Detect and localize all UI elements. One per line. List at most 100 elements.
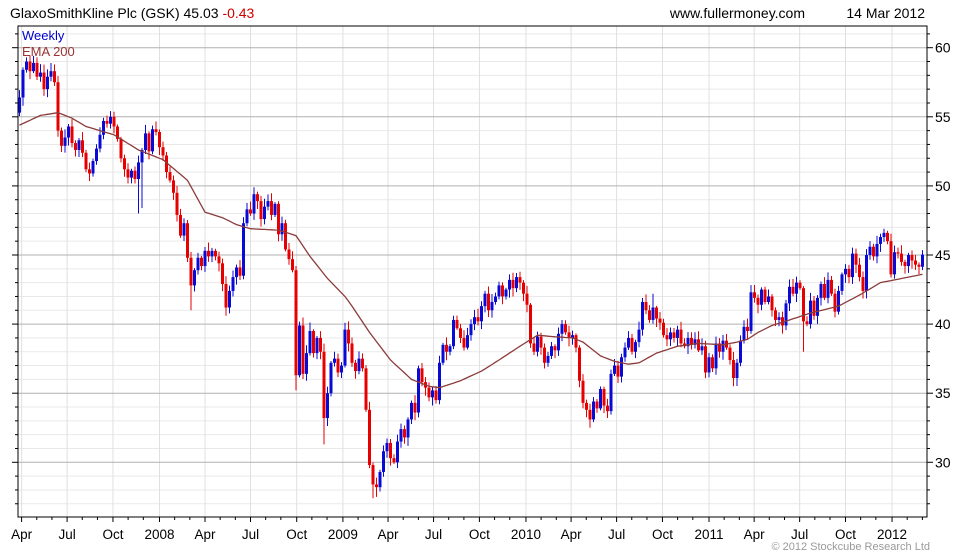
candle-body: [287, 249, 291, 260]
candle-body: [329, 362, 333, 394]
candle-body: [739, 340, 742, 363]
candle-body: [823, 284, 826, 298]
candle-body: [35, 62, 39, 77]
candle-body: [70, 126, 74, 144]
candle-body: [270, 201, 273, 215]
candle-body: [595, 401, 599, 409]
candle-body: [490, 301, 494, 311]
candle-body: [875, 243, 879, 257]
candle-body: [151, 129, 154, 152]
candle-body: [242, 223, 245, 276]
candle-body: [606, 405, 609, 412]
candle-body: [452, 319, 455, 347]
candle-body: [599, 389, 602, 409]
candle-body: [690, 337, 693, 345]
legend-weekly-label: Weekly: [22, 28, 65, 43]
x-axis-label: Apr: [11, 527, 33, 542]
candle-body: [193, 270, 196, 286]
candle-body: [445, 344, 448, 352]
candle-body: [154, 129, 158, 133]
candle-body: [742, 326, 746, 341]
candle-body: [399, 429, 403, 442]
date-label: 14 Mar 2012: [846, 5, 925, 21]
candle-body: [109, 116, 112, 124]
candle-body: [186, 223, 189, 258]
candle-body: [298, 325, 301, 376]
candle-body: [350, 343, 354, 363]
candle-body: [851, 253, 854, 278]
candles: [18, 55, 924, 499]
candle-body: [788, 286, 791, 304]
candle-body: [697, 339, 700, 351]
candle-body: [91, 161, 95, 174]
candle-body: [511, 279, 515, 289]
candle-body: [266, 201, 270, 207]
candle-body: [700, 346, 704, 351]
candle-body: [410, 402, 413, 420]
candle-body: [231, 277, 235, 291]
x-axis-label: Jul: [425, 527, 442, 542]
candle-body: [112, 116, 116, 127]
price-change: -0.43: [222, 5, 255, 21]
ema200-line: [19, 112, 923, 389]
candle-body: [161, 147, 165, 156]
candle-body: [196, 257, 200, 271]
candle-body: [392, 458, 396, 463]
candle-body: [889, 241, 893, 275]
candle-body: [760, 289, 763, 305]
candle-body: [648, 310, 651, 320]
candle-body: [504, 289, 508, 297]
candle-body: [84, 152, 88, 170]
candle-body: [529, 304, 532, 344]
candle-body: [245, 209, 249, 224]
candle-body: [140, 149, 144, 163]
candle-body: [105, 120, 109, 124]
candle-body: [81, 140, 84, 153]
candle-body: [571, 335, 574, 338]
candle-body: [63, 137, 67, 146]
candle-body: [910, 255, 914, 261]
candle-body: [532, 343, 536, 352]
x-axis-label: Jul: [791, 527, 808, 542]
candle-body: [305, 353, 308, 374]
candle-body: [627, 337, 630, 348]
candle-body: [396, 441, 399, 463]
candle-body: [872, 246, 875, 257]
candle-body: [812, 300, 816, 316]
candle-body: [130, 170, 133, 178]
candle-body: [277, 203, 280, 235]
candle-body: [826, 279, 830, 298]
candle-body: [483, 293, 487, 307]
candle-body: [515, 277, 518, 289]
candle-body: [837, 290, 840, 312]
candle-body: [536, 336, 539, 352]
x-axis-label: Apr: [194, 527, 216, 542]
candle-body: [343, 329, 347, 366]
candle-body: [21, 69, 25, 98]
candle-body: [189, 257, 193, 286]
candle-body: [88, 169, 91, 174]
candle-body: [686, 337, 690, 347]
candle-body: [462, 337, 466, 348]
candle-body: [770, 296, 774, 311]
candle-body: [466, 335, 469, 348]
candle-body: [49, 71, 53, 77]
candle-body: [364, 368, 368, 410]
x-axis-label: 2009: [328, 527, 358, 542]
instrument-name: GlaxoSmithKline Plc (GSK): [10, 5, 180, 21]
candle-body: [655, 307, 658, 319]
candle-body: [333, 358, 336, 363]
candle-body: [791, 286, 795, 294]
candle-body: [669, 332, 672, 340]
candle-body: [921, 254, 924, 267]
y-axis-label: 40: [935, 316, 951, 332]
candle-body: [455, 319, 459, 329]
gridlines: [18, 26, 927, 517]
candle-body: [326, 393, 329, 419]
candle-body: [830, 279, 833, 294]
candle-body: [854, 253, 858, 265]
candle-body: [893, 252, 896, 275]
candle-body: [228, 290, 231, 308]
candle-body: [721, 340, 725, 352]
candle-body: [434, 390, 438, 401]
